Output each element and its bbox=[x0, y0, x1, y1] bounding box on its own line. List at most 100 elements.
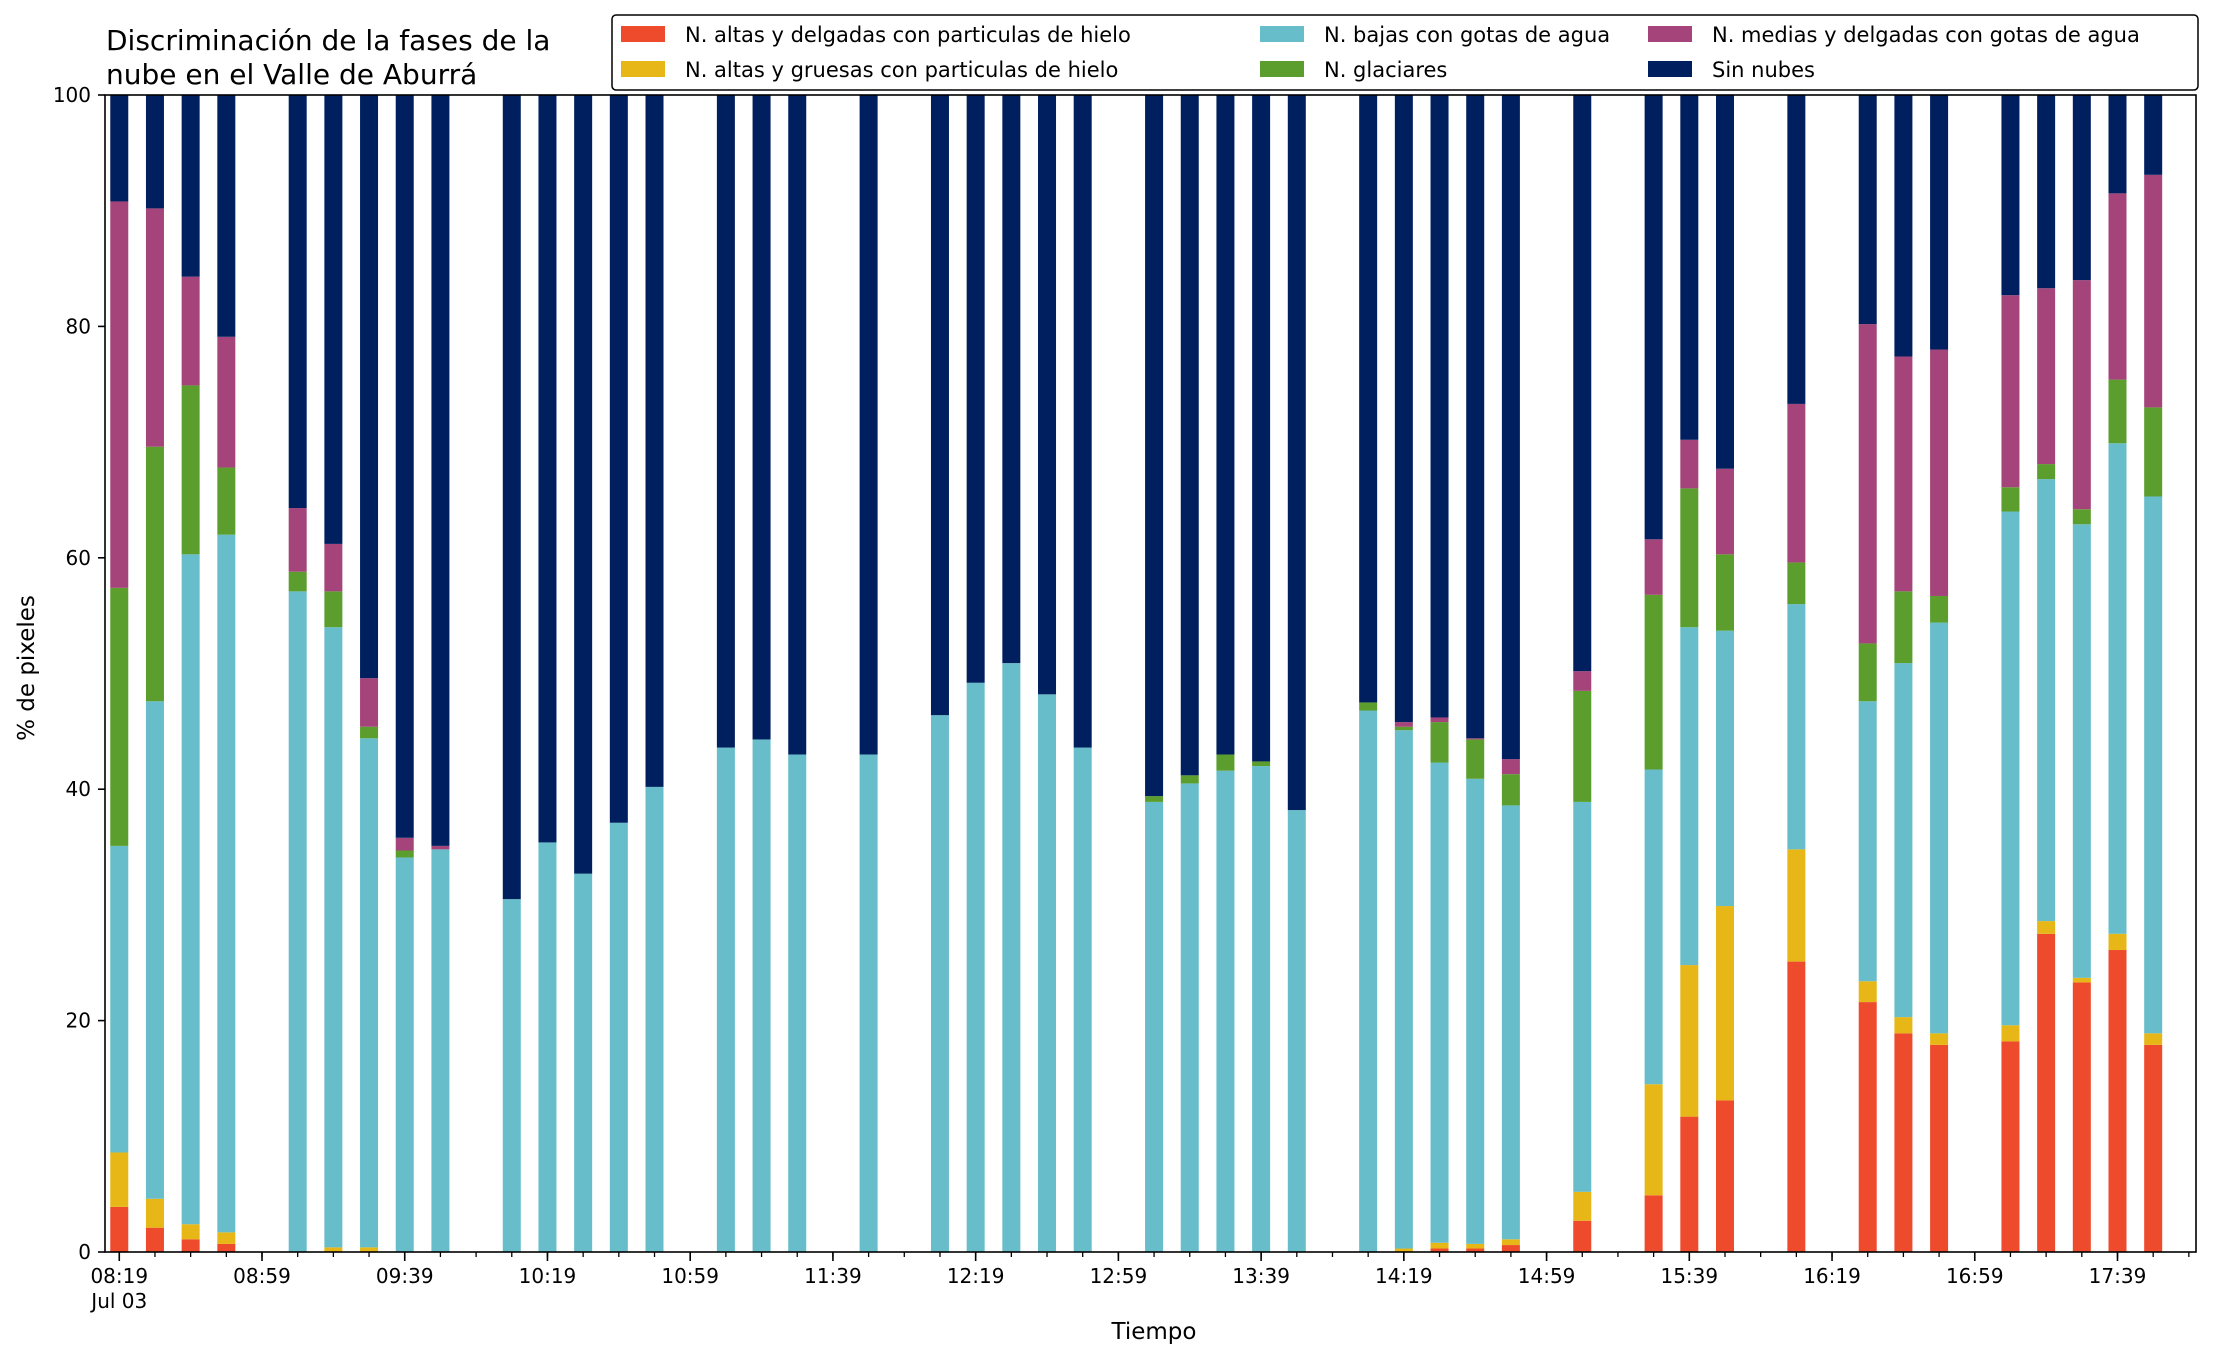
bar-35-segment-5 bbox=[1680, 95, 1699, 440]
bar-17-segment-2 bbox=[859, 754, 878, 1252]
bar-42-segment-3 bbox=[2037, 464, 2056, 480]
chart-title-line-2: nube en el Valle de Aburrá bbox=[106, 58, 477, 91]
bar-34-segment-5 bbox=[1644, 95, 1663, 540]
bar-40-segment-0 bbox=[1930, 1044, 1949, 1252]
bar-26-segment-3 bbox=[1252, 761, 1271, 767]
bar-8-segment-5 bbox=[431, 95, 450, 846]
bar-3-segment-1 bbox=[217, 1232, 236, 1244]
bar-9-segment-2 bbox=[502, 899, 521, 1252]
x-tick-label-13: 16:59 bbox=[1946, 1264, 2004, 1288]
bar-27-segment-5 bbox=[1287, 95, 1306, 811]
bar-4-segment-3 bbox=[288, 571, 307, 592]
bar-33-segment-0 bbox=[1573, 1220, 1592, 1252]
bar-1-segment-2 bbox=[145, 701, 164, 1199]
x-tick-label-7: 12:59 bbox=[1090, 1264, 1148, 1288]
bar-19-segment-5 bbox=[966, 95, 985, 683]
bar-32-segment-3 bbox=[1501, 774, 1520, 806]
bar-30-segment-2 bbox=[1430, 762, 1449, 1243]
bar-7-segment-3 bbox=[395, 850, 414, 858]
bar-41-segment-1 bbox=[2001, 1025, 2020, 1042]
bar-45-segment-5 bbox=[2144, 95, 2163, 175]
x-tick-label-12: 16:19 bbox=[1803, 1264, 1861, 1288]
bar-38-segment-2 bbox=[1858, 701, 1877, 982]
bar-14-segment-5 bbox=[716, 95, 735, 748]
bar-3-segment-3 bbox=[217, 467, 236, 535]
bar-5-segment-5 bbox=[324, 95, 343, 544]
bar-1-segment-0 bbox=[145, 1227, 164, 1252]
bar-38-segment-1 bbox=[1858, 981, 1877, 1003]
x-tick-label-2: 09:39 bbox=[376, 1264, 434, 1288]
plot-frame bbox=[104, 94, 2197, 1253]
bar-41-segment-0 bbox=[2001, 1041, 2020, 1252]
bar-38-segment-0 bbox=[1858, 1002, 1877, 1252]
legend-swatch-0 bbox=[621, 26, 665, 42]
bar-20-segment-2 bbox=[1002, 663, 1021, 1252]
x-tick-label-14: 17:39 bbox=[2089, 1264, 2147, 1288]
bar-5-segment-2 bbox=[324, 627, 343, 1248]
bar-29-segment-3 bbox=[1394, 726, 1413, 731]
bar-39-segment-2 bbox=[1894, 663, 1913, 1018]
legend-label-4: N. medias y delgadas con gotas de agua bbox=[1712, 23, 2140, 47]
bar-36-segment-5 bbox=[1715, 95, 1734, 469]
bar-22-segment-2 bbox=[1073, 747, 1092, 1252]
bar-38-segment-4 bbox=[1858, 324, 1877, 644]
bar-22-segment-5 bbox=[1073, 95, 1092, 748]
bar-31-segment-1 bbox=[1466, 1243, 1485, 1249]
bar-18-segment-2 bbox=[930, 715, 949, 1252]
bar-34-segment-0 bbox=[1644, 1195, 1663, 1252]
bar-36-segment-2 bbox=[1715, 630, 1734, 907]
x-tick-label-3: 10:19 bbox=[519, 1264, 577, 1288]
bar-20-segment-5 bbox=[1002, 95, 1021, 664]
x-tick-label-10: 14:59 bbox=[1518, 1264, 1576, 1288]
bar-16-segment-5 bbox=[788, 95, 807, 755]
bar-37-segment-3 bbox=[1787, 562, 1806, 605]
bar-3-segment-0 bbox=[217, 1243, 236, 1252]
bar-12-segment-2 bbox=[609, 822, 628, 1252]
bar-15-segment-5 bbox=[752, 95, 771, 740]
bar-41-segment-2 bbox=[2001, 511, 2020, 1026]
bar-40-segment-5 bbox=[1930, 95, 1949, 350]
bar-32-segment-5 bbox=[1501, 95, 1520, 760]
bar-17-segment-5 bbox=[859, 95, 878, 755]
bar-10-segment-2 bbox=[538, 842, 557, 1252]
bars-layer bbox=[110, 95, 2163, 1252]
bar-21-segment-5 bbox=[1038, 95, 1057, 695]
bar-23-segment-3 bbox=[1145, 796, 1164, 802]
bar-29-segment-1 bbox=[1394, 1248, 1413, 1252]
bar-31-segment-4 bbox=[1466, 738, 1485, 740]
bar-33-segment-1 bbox=[1573, 1191, 1592, 1221]
bar-36-segment-4 bbox=[1715, 468, 1734, 555]
legend-swatch-2 bbox=[1260, 26, 1304, 42]
bar-43-segment-1 bbox=[2072, 977, 2091, 983]
legend-label-3: N. glaciares bbox=[1324, 58, 1447, 82]
bar-21-segment-2 bbox=[1038, 694, 1057, 1252]
bar-1-segment-4 bbox=[145, 208, 164, 447]
bar-15-segment-2 bbox=[752, 739, 771, 1252]
bar-30-segment-4 bbox=[1430, 717, 1449, 723]
bar-32-segment-4 bbox=[1501, 759, 1520, 775]
bar-8-segment-4 bbox=[431, 845, 450, 850]
bar-40-segment-1 bbox=[1930, 1033, 1949, 1045]
bar-19-segment-2 bbox=[966, 682, 985, 1252]
bar-35-segment-4 bbox=[1680, 439, 1699, 489]
bar-37-segment-4 bbox=[1787, 403, 1806, 563]
bar-29-segment-4 bbox=[1394, 722, 1413, 727]
bar-44-segment-3 bbox=[2108, 379, 2127, 444]
bar-1-segment-5 bbox=[145, 95, 164, 209]
bar-45-segment-1 bbox=[2144, 1033, 2163, 1045]
x-tick-label-8: 13:39 bbox=[1232, 1264, 1290, 1288]
bar-44-segment-2 bbox=[2108, 443, 2127, 934]
bar-3-segment-2 bbox=[217, 534, 236, 1233]
bar-37-segment-5 bbox=[1787, 95, 1806, 404]
bar-34-segment-4 bbox=[1644, 539, 1663, 595]
bar-36-segment-3 bbox=[1715, 554, 1734, 631]
bar-2-segment-1 bbox=[181, 1224, 200, 1240]
bar-13-segment-5 bbox=[645, 95, 664, 787]
bar-2-segment-2 bbox=[181, 554, 200, 1225]
bar-16-segment-2 bbox=[788, 754, 807, 1252]
bar-7-segment-5 bbox=[395, 95, 414, 838]
bar-13-segment-2 bbox=[645, 786, 664, 1252]
x-tick-label-1: 08:59 bbox=[233, 1264, 291, 1288]
legend: N. altas y delgadas con particulas de hi… bbox=[611, 14, 2199, 91]
